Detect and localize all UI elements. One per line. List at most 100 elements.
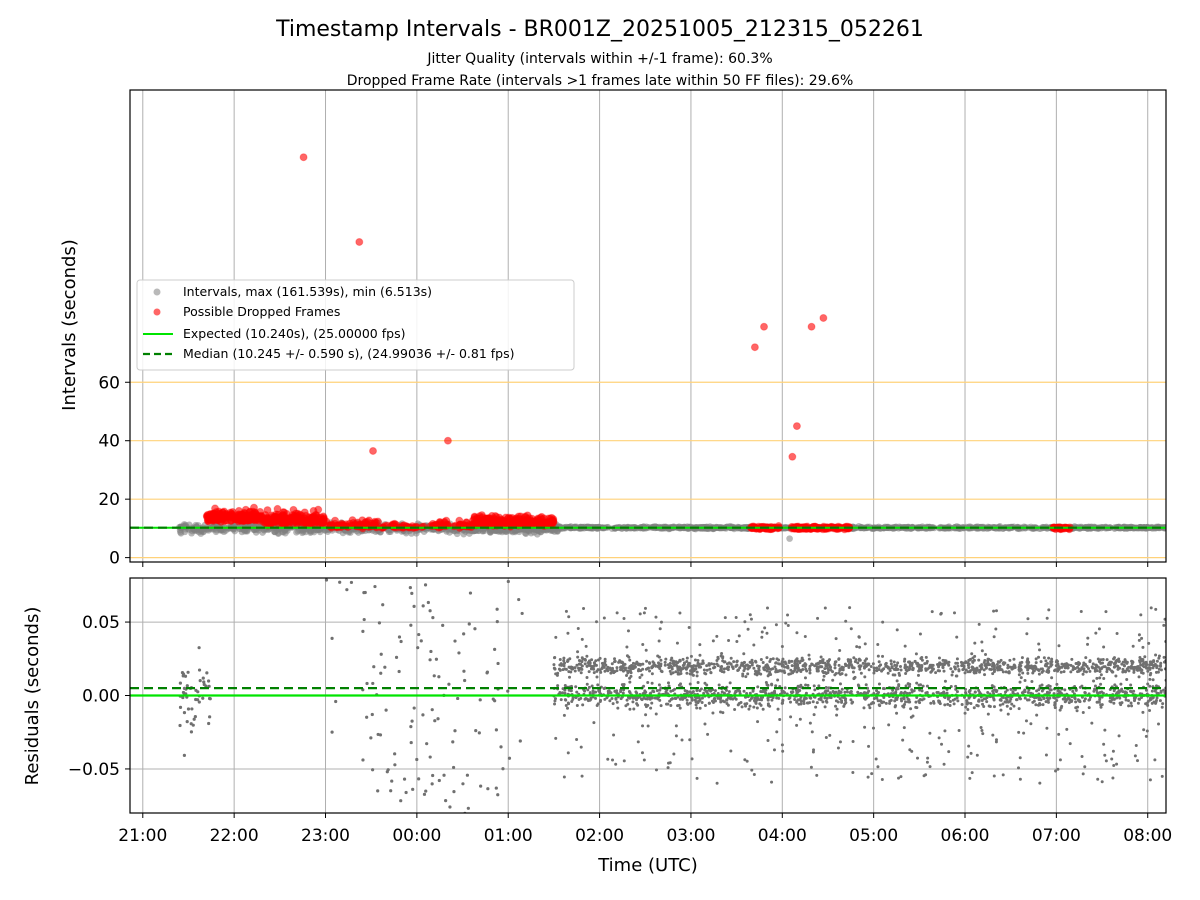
residual-point [790, 659, 794, 663]
residual-point [185, 720, 189, 724]
residual-point [856, 683, 860, 687]
residual-point [399, 639, 403, 644]
residual-point [919, 656, 923, 660]
residual-point [773, 665, 777, 669]
residual-point [821, 700, 825, 704]
residual-point [780, 689, 784, 693]
residual-point [609, 691, 613, 695]
residual-point [562, 656, 566, 660]
residual-point [338, 580, 342, 584]
residual-point [703, 688, 707, 692]
residual-point [1081, 672, 1085, 676]
residual-point [1055, 682, 1059, 686]
residual-point [518, 739, 522, 743]
dropped-frame-point [507, 517, 516, 526]
residual-point [721, 659, 725, 663]
residual-point [553, 656, 557, 660]
residual-point [894, 704, 898, 708]
residual-point [732, 660, 736, 664]
residual-point [631, 700, 635, 704]
dropped-frame-point [514, 512, 523, 521]
residual-point [889, 662, 893, 666]
residual-point [1069, 670, 1073, 674]
residual-point [904, 700, 908, 704]
residual-point [715, 634, 719, 638]
residual-point [783, 665, 787, 669]
residual-point [624, 704, 628, 708]
residual-point [748, 691, 752, 695]
residual-point [614, 697, 618, 701]
residual-point [467, 622, 471, 626]
residual-point [186, 670, 190, 674]
residual-point [1105, 666, 1109, 670]
residual-point [442, 773, 446, 777]
x-tick-label: 08:00 [1123, 826, 1172, 846]
residual-point [877, 660, 881, 664]
residual-point [716, 691, 720, 695]
residual-point [491, 697, 495, 701]
residual-point [838, 697, 842, 701]
residual-point [641, 642, 645, 646]
residual-point [783, 671, 787, 675]
residual-point [744, 675, 748, 679]
residual-point [807, 653, 811, 657]
residual-point [856, 661, 860, 665]
residual-point [465, 773, 470, 777]
residual-point [812, 748, 816, 752]
residual-point [1115, 762, 1119, 766]
residual-point [494, 786, 498, 790]
residual-point [895, 664, 899, 668]
residual-point [965, 701, 969, 705]
residual-point [994, 627, 998, 631]
residual-point [880, 777, 884, 781]
residual-point [787, 661, 791, 665]
residual-point [955, 690, 959, 694]
residual-point [486, 787, 490, 791]
residual-point [1018, 777, 1022, 781]
residual-point [1159, 668, 1163, 672]
residual-point [1056, 767, 1060, 771]
residual-point [1132, 668, 1136, 672]
dropped-frame-point [428, 519, 437, 528]
residual-point [417, 777, 421, 781]
dropped-frame-point [312, 511, 321, 520]
residual-point [884, 701, 888, 705]
residual-point [451, 740, 455, 744]
residual-point [1012, 657, 1016, 661]
residual-point [982, 704, 986, 708]
residual-point [739, 700, 743, 704]
residual-point [1097, 627, 1101, 631]
residual-point [968, 657, 972, 661]
residual-point [423, 583, 428, 587]
residual-point [678, 611, 682, 615]
residual-point [431, 773, 435, 778]
residual-point [349, 580, 354, 585]
residual-point [658, 627, 662, 631]
residual-point [1099, 658, 1103, 662]
residual-point [365, 715, 369, 719]
residual-point [815, 701, 819, 705]
residual-point [1036, 668, 1040, 672]
residual-point [914, 700, 918, 704]
residual-point [717, 683, 721, 687]
residual-point [872, 671, 876, 675]
residual-point [838, 649, 842, 653]
residual-point [1102, 645, 1106, 649]
residual-point [710, 699, 714, 703]
residual-point [793, 698, 797, 702]
residual-point [592, 661, 596, 665]
residual-point [937, 700, 941, 704]
residuals-panel: 21:00 22:00 23:00 00:00 01:00 02:00 03:00 04:00… [68, 577, 1172, 846]
bottom-y-tick-label: 0.05 [82, 613, 120, 633]
residual-point [648, 669, 652, 673]
residual-point [1092, 689, 1096, 693]
residual-point [790, 664, 794, 668]
residual-point [897, 683, 901, 687]
residual-point [1092, 679, 1096, 683]
residual-point [972, 667, 976, 671]
residual-point [1155, 696, 1159, 700]
residual-point [644, 705, 648, 709]
residual-point [685, 671, 689, 675]
residual-point [587, 670, 591, 674]
residual-point [819, 655, 823, 659]
